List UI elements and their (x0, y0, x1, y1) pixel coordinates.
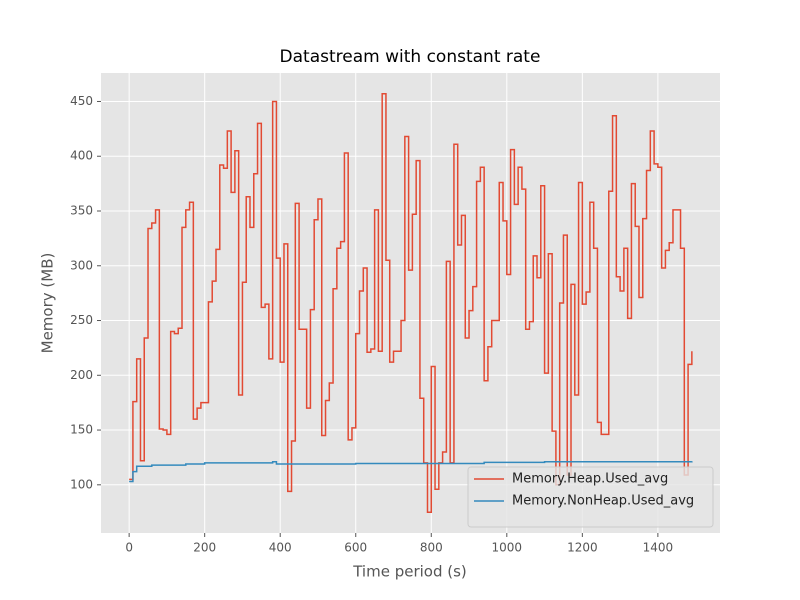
data-line (129, 93, 693, 513)
x-axis-label: Time period (s) (352, 563, 467, 581)
x-tick-label: 400 (269, 541, 292, 555)
x-tick-label: 1200 (567, 541, 598, 555)
x-tick-label: 1400 (643, 541, 674, 555)
y-tick-label: 150 (70, 423, 93, 437)
y-tick-label: 250 (70, 313, 93, 327)
x-tick-label: 1000 (492, 541, 523, 555)
legend-label: Memory.NonHeap.Used_avg (512, 494, 694, 509)
y-tick-label: 200 (70, 368, 93, 382)
y-axis-label: Memory (MB) (39, 253, 57, 354)
y-tick-label: 350 (70, 204, 93, 218)
x-tick-label: 0 (125, 541, 133, 555)
legend-label: Memory.Heap.Used_avg (512, 472, 668, 487)
y-tick-label: 300 (70, 258, 93, 272)
data-line (129, 461, 693, 483)
chart-title: Datastream with constant rate (280, 47, 541, 67)
x-tick-label: 600 (344, 541, 367, 555)
legend-box (467, 466, 714, 528)
y-tick-label: 100 (70, 477, 93, 491)
x-tick-label: 200 (193, 541, 216, 555)
y-tick-label: 450 (70, 94, 93, 108)
y-tick-label: 400 (70, 149, 93, 163)
x-tick-label: 800 (420, 541, 443, 555)
